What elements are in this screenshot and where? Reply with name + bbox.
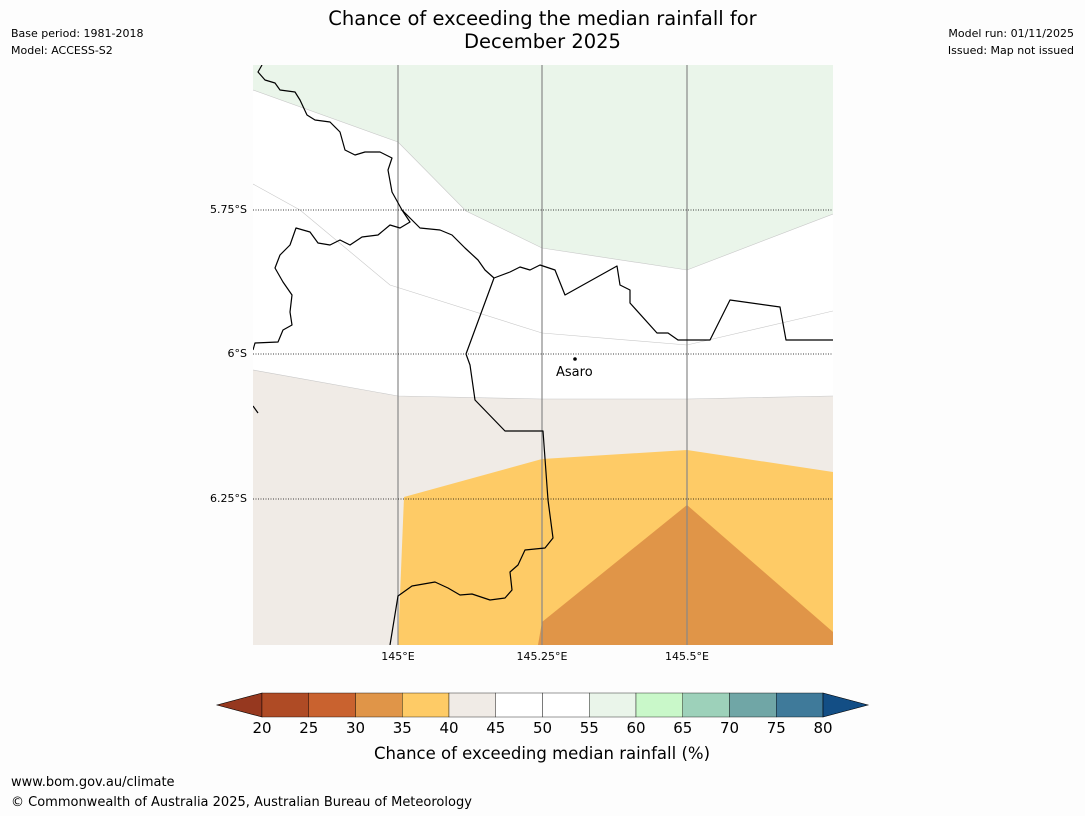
colorbar-tick-label: 65 [673, 719, 693, 737]
colorbar-tick-label: 35 [392, 719, 412, 737]
graticule-latitude [253, 209, 833, 500]
colorbar-tick-label: 70 [719, 719, 740, 737]
colorbar-tick-label: 50 [532, 719, 553, 737]
colorbar-segments [215, 692, 870, 718]
colorbar-tick-label: 55 [579, 719, 599, 737]
colorbar-over-arrow [822, 692, 870, 718]
colorbar-tick-label: 60 [626, 719, 646, 737]
title-line-2: December 2025 [464, 30, 621, 53]
lon-label-145e: 145°E [381, 650, 415, 663]
footer-copyright: © Commonwealth of Australia 2025, Austra… [11, 795, 472, 810]
colorbar-segment [495, 692, 543, 718]
lat-label-6-25s: 6.25°S [210, 492, 247, 505]
colorbar-segment [776, 692, 824, 718]
colorbar-tick-label: 20 [252, 719, 272, 737]
lat-label-6s: 6°S [227, 347, 247, 360]
colorbar-segment [682, 692, 730, 718]
colorbar-segment [261, 692, 309, 718]
base-period-text: Base period: 1981-2018 [11, 27, 144, 40]
colorbar-segment [729, 692, 777, 718]
colorbar-segment [402, 692, 450, 718]
colorbar-tick-label: 30 [345, 719, 366, 737]
place-label-asaro: Asaro [556, 365, 593, 380]
footer-url[interactable]: www.bom.gov.au/climate [11, 775, 175, 790]
model-run-text: Model run: 01/11/2025 [948, 27, 1074, 40]
lat-label-5-75s: 5.75°S [210, 203, 247, 216]
admin-borders [253, 65, 833, 645]
lon-label-145-5e: 145.5°E [665, 650, 709, 663]
colorbar-tick-label: 75 [766, 719, 786, 737]
lon-label-145-25e: 145.25°E [516, 650, 568, 663]
map-title: Chance of exceeding the median rainfall … [0, 7, 1085, 53]
region-orange [538, 505, 833, 645]
colorbar-segment [308, 692, 356, 718]
colorbar-label: Chance of exceeding median rainfall (%) [373, 744, 711, 763]
meta-right: Model run: 01/11/2025 Issued: Map not is… [948, 25, 1074, 59]
colorbar-segment [542, 692, 590, 718]
colorbar-under-arrow [215, 692, 263, 718]
meta-left: Base period: 1981-2018 Model: ACCESS-S2 [11, 25, 143, 59]
colorbar-segment [355, 692, 403, 718]
colorbar-segment [589, 692, 637, 718]
colorbar-tick-label: 80 [813, 719, 833, 737]
colorbar-segment [448, 692, 496, 718]
issued-text: Issued: Map not issued [947, 44, 1074, 57]
colorbar-segment [635, 692, 683, 718]
colorbar-tick-label: 45 [486, 719, 506, 737]
model-text: Model: ACCESS-S2 [11, 44, 113, 57]
colorbar-tick-label: 40 [439, 719, 459, 737]
asaro-marker [573, 357, 577, 361]
title-line-1: Chance of exceeding the median rainfall … [328, 7, 757, 30]
colorbar-tick-label: 25 [299, 719, 319, 737]
